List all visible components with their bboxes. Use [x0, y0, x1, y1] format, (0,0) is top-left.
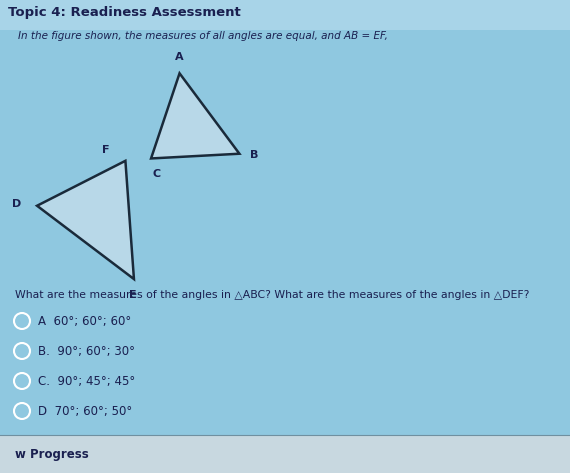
Text: What are the measures of the angles in △ABC? What are the measures of the angles: What are the measures of the angles in △…	[15, 290, 530, 300]
Text: B.  90°; 60°; 30°: B. 90°; 60°; 30°	[38, 344, 135, 358]
Text: F: F	[102, 145, 109, 155]
Text: w Progress: w Progress	[15, 447, 89, 461]
Polygon shape	[151, 73, 239, 158]
Bar	[0, 435, 570, 473]
Text: A  60°; 60°; 60°: A 60°; 60°; 60°	[38, 315, 131, 327]
Text: D: D	[13, 199, 22, 210]
Text: A: A	[175, 53, 184, 62]
Text: D  70°; 60°; 50°: D 70°; 60°; 50°	[38, 404, 132, 418]
Text: In the figure shown, the measures of all angles are equal, and AB = EF,: In the figure shown, the measures of all…	[18, 31, 388, 41]
Text: Topic 4: Readiness Assessment: Topic 4: Readiness Assessment	[8, 7, 241, 19]
Text: C: C	[153, 169, 161, 179]
Text: E: E	[129, 290, 137, 300]
Bar	[0, 0, 570, 30]
Text: C.  90°; 45°; 45°: C. 90°; 45°; 45°	[38, 375, 135, 387]
Text: B: B	[250, 150, 258, 160]
Polygon shape	[37, 161, 134, 279]
